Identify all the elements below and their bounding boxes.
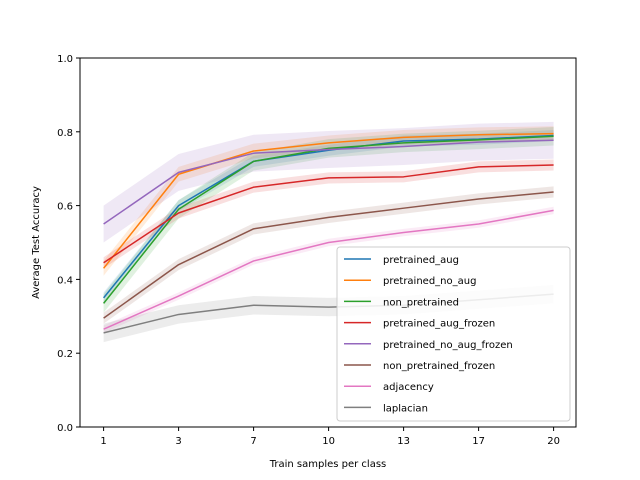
plot-frame xyxy=(79,57,577,428)
confidence-band xyxy=(103,159,554,269)
y-axis-ticks: 0.0 0.2 0.4 0.6 0.8 1.0 xyxy=(57,54,80,434)
legend-item: non_pretrained_frozen xyxy=(344,361,495,372)
legend-item: adjacency xyxy=(344,382,434,393)
confidence-band xyxy=(103,127,554,313)
series-line xyxy=(103,209,554,330)
y-tick-label: 0.0 xyxy=(57,423,73,434)
legend-label: laplacian xyxy=(383,403,428,414)
legend-label: pretrained_aug_frozen xyxy=(383,319,495,330)
confidence-band xyxy=(103,126,554,276)
x-axis-label: Train samples per class xyxy=(269,459,387,470)
y-tick-label: 0.8 xyxy=(57,128,73,139)
legend-label: non_pretrained xyxy=(383,297,459,308)
legend-label: non_pretrained_frozen xyxy=(383,361,495,372)
legend-item: pretrained_no_aug xyxy=(344,276,476,287)
legend: pretrained_aug pretrained_no_aug non_pretr… xyxy=(336,246,571,422)
confidence-band xyxy=(103,186,554,324)
series-line xyxy=(103,191,554,319)
series-line xyxy=(103,139,554,225)
x-tick-label: 7 xyxy=(250,436,256,447)
series-lines xyxy=(103,132,554,334)
y-tick-label: 0.6 xyxy=(57,202,73,213)
x-tick-label: 17 xyxy=(472,436,485,447)
legend-label: pretrained_no_aug_frozen xyxy=(383,340,513,351)
confidence-band xyxy=(103,121,554,243)
legend-item: non_pretrained xyxy=(344,297,459,308)
y-tick-label: 0.4 xyxy=(57,275,73,286)
series-line xyxy=(103,135,554,304)
legend-item: laplacian xyxy=(344,403,428,414)
x-axis-ticks: 1 3 7 10 13 17 20 xyxy=(100,427,560,447)
legend-item: pretrained_aug xyxy=(344,255,459,266)
legend-label: adjacency xyxy=(383,382,434,393)
legend-box xyxy=(336,246,571,422)
series-line xyxy=(103,164,554,264)
y-tick-label: 0.2 xyxy=(57,349,73,360)
x-tick-label: 10 xyxy=(322,436,335,447)
x-tick-label: 20 xyxy=(547,436,560,447)
legend-label: pretrained_aug xyxy=(383,255,459,266)
y-axis-label: Average Test Accuracy xyxy=(31,186,42,299)
legend-item: pretrained_no_aug_frozen xyxy=(344,340,513,351)
series-line xyxy=(103,132,554,269)
legend-item: pretrained_aug_frozen xyxy=(344,319,495,330)
x-tick-label: 1 xyxy=(100,436,106,447)
legend-label: pretrained_no_aug xyxy=(383,276,476,287)
y-tick-label: 1.0 xyxy=(57,54,73,65)
x-tick-label: 13 xyxy=(397,436,410,447)
x-tick-label: 3 xyxy=(175,436,181,447)
